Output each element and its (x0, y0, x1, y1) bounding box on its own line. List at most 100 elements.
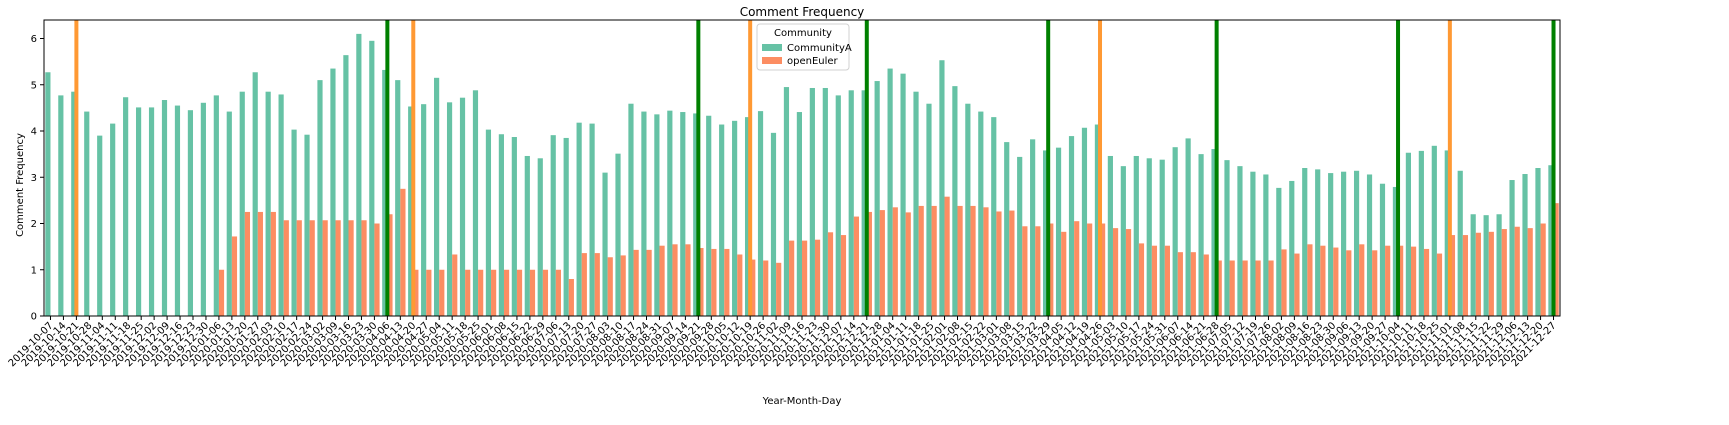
bar-communitya-2019-11-04 (97, 135, 103, 316)
bar-communitya-2020-01-06 (213, 95, 219, 316)
x-axis-label: Year-Month-Day (762, 396, 842, 407)
legend-label-openeuler: openEuler (787, 56, 839, 67)
bar-openeuler-2021-02-01 (944, 196, 950, 316)
bar-openeuler-2020-12-07 (840, 235, 847, 316)
bar-communitya-2021-06-21 (1198, 154, 1204, 316)
bar-communitya-2021-10-04 (1392, 186, 1399, 316)
bar-communitya-2021-12-20 (1535, 168, 1541, 316)
bar-communitya-2020-09-28 (706, 115, 712, 316)
bar-communitya-2021-11-29 (1496, 214, 1502, 316)
bar-communitya-2021-04-26 (1094, 124, 1101, 317)
bar-openeuler-2020-12-21 (866, 211, 872, 316)
bar-openeuler-2021-04-12 (1074, 221, 1080, 316)
bar-openeuler-2021-08-09 (1294, 253, 1300, 316)
bar-communitya-2020-08-03 (602, 172, 608, 316)
bar-openeuler-2020-10-05 (724, 248, 730, 316)
y-tick-label: 3 (31, 173, 37, 184)
bar-openeuler-2020-10-19 (750, 259, 756, 316)
bar-openeuler-2021-11-08 (1462, 235, 1469, 316)
bar-communitya-2020-02-17 (291, 129, 297, 316)
bar-communitya-2021-02-01 (939, 60, 945, 316)
bar-communitya-2021-01-18 (913, 91, 919, 316)
bar-communitya-2021-03-01 (991, 117, 997, 316)
bar-communitya-2021-05-10 (1120, 166, 1126, 316)
x-axis-ticks: 2019-10-072019-10-142019-10-212019-10-28… (7, 316, 1559, 369)
bar-openeuler-2020-12-28 (879, 210, 885, 316)
bar-communitya-2020-04-13 (395, 80, 401, 316)
bar-openeuler-2021-11-01 (1449, 235, 1456, 316)
bar-openeuler-2021-06-28 (1216, 260, 1222, 316)
bar-openeuler-2021-11-29 (1501, 229, 1507, 316)
bar-openeuler-2020-08-10 (620, 255, 626, 316)
bar-openeuler-2020-01-27 (257, 211, 263, 316)
legend: Community CommunityA openEuler (756, 23, 852, 71)
bar-openeuler-2020-03-23 (361, 220, 367, 316)
bar-communitya-2020-03-09 (330, 68, 336, 316)
bar-openeuler-2021-06-21 (1203, 254, 1209, 316)
bar-openeuler-2020-05-25 (478, 269, 484, 316)
bar-openeuler-2020-06-01 (491, 269, 497, 316)
bar-communitya-2021-11-01 (1444, 150, 1450, 316)
bar-openeuler-2021-05-10 (1125, 229, 1132, 316)
bar-openeuler-2021-09-06 (1346, 250, 1352, 316)
bar-communitya-2021-07-05 (1224, 160, 1230, 316)
bar-openeuler-2021-06-07 (1177, 252, 1183, 316)
bar-openeuler-2020-01-06 (218, 269, 225, 316)
bar-communitya-2021-08-09 (1289, 180, 1295, 316)
bar-openeuler-2021-07-19 (1255, 260, 1261, 316)
bar-communitya-2021-12-13 (1522, 174, 1528, 316)
bar-openeuler-2020-09-28 (711, 248, 717, 316)
bar-openeuler-2020-11-02 (776, 262, 782, 316)
bar-openeuler-2020-05-04 (439, 269, 445, 316)
bar-communitya-2020-02-10 (278, 94, 284, 317)
bar-communitya-2021-04-19 (1081, 127, 1088, 316)
bar-openeuler-2021-01-18 (918, 205, 924, 316)
bar-openeuler-2020-10-12 (737, 254, 743, 316)
bar-openeuler-2020-05-18 (465, 269, 471, 316)
y-tick-label: 5 (31, 80, 37, 91)
bar-openeuler-2021-04-19 (1087, 223, 1093, 316)
bar-openeuler-2020-09-07 (672, 244, 678, 316)
bar-communitya-2020-07-27 (589, 123, 595, 316)
bar-communitya-2020-10-05 (719, 124, 725, 317)
bar-communitya-2020-02-24 (304, 134, 310, 316)
bar-communitya-2021-08-16 (1302, 168, 1308, 316)
bar-communitya-2020-06-01 (485, 129, 492, 316)
bar-communitya-2019-12-16 (174, 105, 181, 316)
bar-openeuler-2020-03-30 (374, 223, 380, 316)
bar-communitya-2020-03-23 (356, 33, 362, 316)
bar-openeuler-2020-07-13 (568, 279, 574, 316)
bar-openeuler-2021-11-22 (1488, 231, 1494, 316)
bar-communitya-2021-09-06 (1341, 171, 1347, 316)
bar-openeuler-2021-12-06 (1514, 226, 1520, 316)
bar-communitya-2021-11-08 (1457, 170, 1463, 316)
bar-openeuler-2020-10-26 (763, 260, 769, 316)
bar-communitya-2019-12-09 (161, 100, 168, 316)
bar-openeuler-2020-09-14 (685, 244, 691, 316)
legend-label-communitya: CommunityA (787, 43, 852, 54)
bar-communitya-2020-05-11 (446, 102, 453, 316)
bar-communitya-2020-10-19 (744, 117, 751, 316)
bar-communitya-2021-03-22 (1030, 139, 1036, 316)
bar-communitya-2020-09-14 (680, 112, 686, 316)
bar-openeuler-2020-04-06 (387, 214, 393, 316)
bar-communitya-2020-02-03 (265, 91, 271, 316)
bar-openeuler-2021-08-30 (1333, 247, 1339, 316)
bar-openeuler-2021-01-04 (892, 207, 898, 316)
bar-communitya-2020-07-20 (576, 122, 582, 316)
bar-openeuler-2021-10-04 (1398, 245, 1404, 316)
y-axis-label: Comment Frequency (15, 133, 26, 237)
bar-communitya-2021-06-07 (1172, 147, 1178, 316)
bar-openeuler-2020-03-16 (348, 220, 354, 316)
bar-communitya-2020-01-27 (252, 72, 258, 316)
bar-openeuler-2021-10-11 (1410, 246, 1417, 316)
bar-openeuler-2020-06-08 (503, 269, 510, 316)
bar-communitya-2020-04-27 (421, 104, 427, 316)
bar-openeuler-2021-10-25 (1436, 253, 1443, 316)
bar-openeuler-2020-08-31 (659, 245, 665, 316)
legend-swatch-communitya (762, 44, 782, 51)
vertical-lines-layer (74, 20, 1556, 316)
bar-communitya-2021-10-25 (1431, 145, 1437, 316)
bar-openeuler-2020-07-27 (594, 253, 600, 316)
